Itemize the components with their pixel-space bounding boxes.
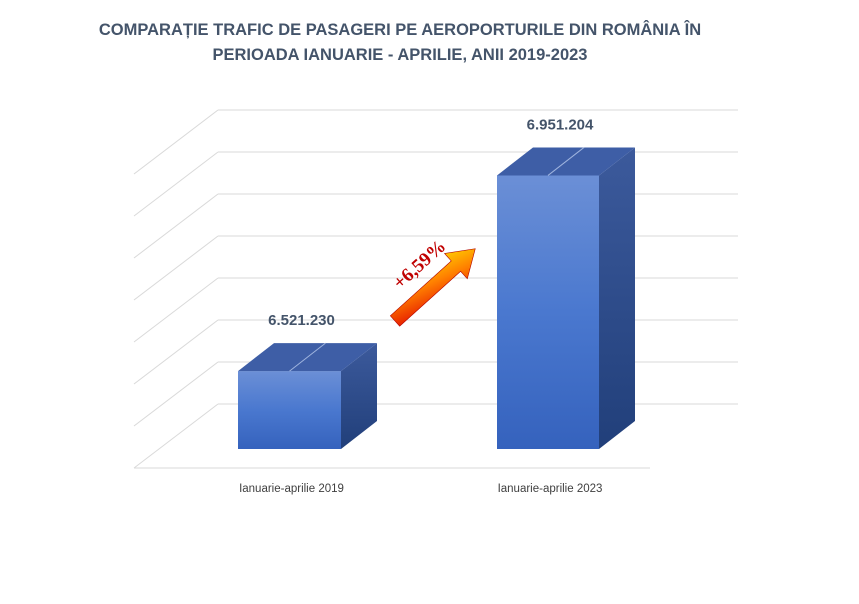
chart-title-line-1: COMPARAȚIE TRAFIC DE PASAGERI PE AEROPOR… [98,21,702,39]
chart-title-line-2: PERIOADA IANUARIE - APRILIE, ANII 2019-2… [212,46,588,64]
gridline-side [133,403,219,469]
gridline-side [133,235,219,301]
gridline-side [133,361,219,427]
gridline-side [133,193,219,259]
data-label: 6.951.204 [527,116,594,133]
bar-side [599,147,635,449]
gridline-side [133,109,219,175]
bar-front [497,175,599,449]
gridline-side [133,319,219,385]
bars [238,147,635,449]
bar-top-highlight [289,342,326,372]
gridline-side [133,151,219,217]
growth-arrow-icon [389,248,476,327]
chart-title: COMPARAȚIE TRAFIC DE PASAGERI PE AEROPOR… [60,18,740,68]
data-label: 6.521.230 [268,312,335,329]
bar-front [238,371,341,449]
bar-top-highlight [547,147,585,176]
category-label: Ianuarie-aprilie 2019 [239,483,344,495]
labels: 6.521.230 Ianuarie-aprilie 2019 6.951.204 I… [239,116,602,495]
bar-side [341,343,377,449]
gridline-side [133,277,219,343]
category-label: Ianuarie-aprilie 2023 [498,483,603,495]
growth-annotation: +6,59% [389,236,476,327]
